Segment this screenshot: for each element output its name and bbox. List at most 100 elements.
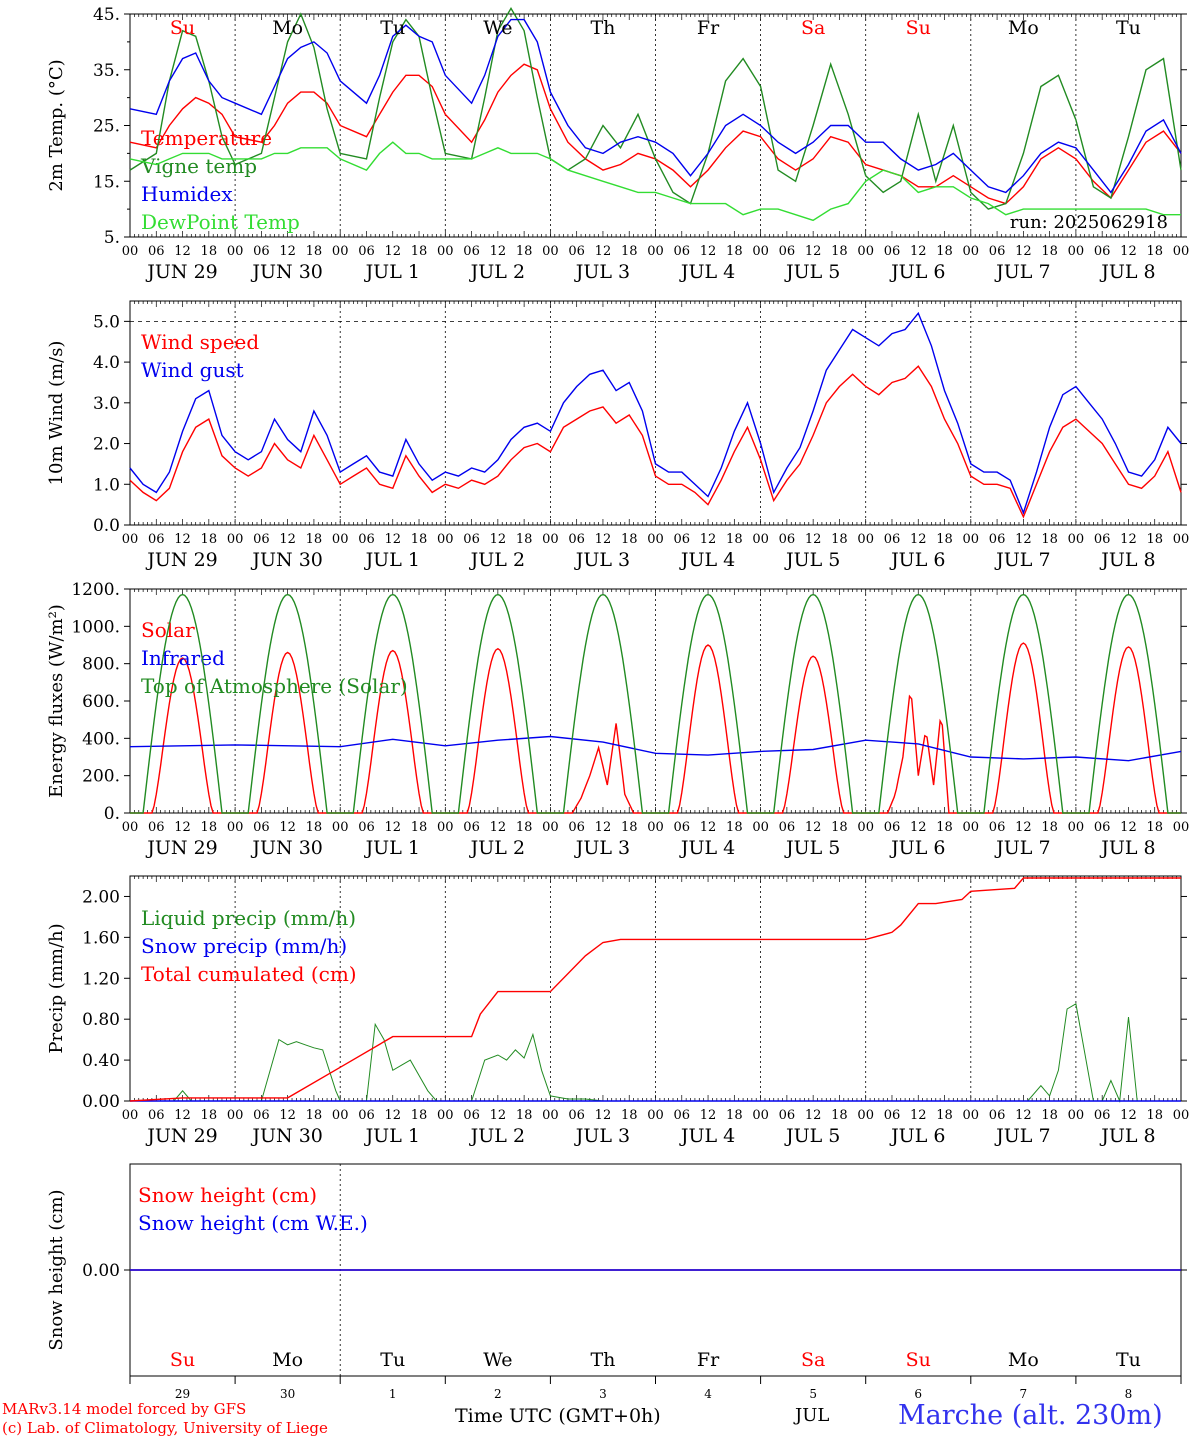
weekday-label: Fr [697,1349,720,1371]
date-label: JUL 7 [994,549,1050,571]
hour-tick-label: 18 [621,532,638,547]
hour-tick-label: 00 [227,820,244,835]
date-label: JUL 2 [469,1125,525,1147]
hour-tick-label: 00 [227,244,244,259]
hour-tick-label: 12 [805,532,822,547]
hour-tick-label: 12 [910,244,927,259]
hour-tick-label: 12 [595,1108,612,1123]
hour-tick-label: 00 [122,532,139,547]
y-tick-label: 4.0 [93,353,120,373]
hour-tick-label: 06 [1094,532,1111,547]
date-label: JUN 29 [145,1125,217,1147]
date-label: JUL 6 [889,549,945,571]
hour-tick-label: 06 [779,532,796,547]
hour-tick-label: 18 [306,1108,323,1123]
hour-tick-label: 18 [1041,532,1058,547]
hour-tick-label: 12 [490,532,507,547]
hour-tick-label: 06 [989,244,1006,259]
hour-tick-label: 18 [726,244,743,259]
hour-tick-label: 18 [411,244,428,259]
hour-tick-label: 06 [148,244,165,259]
hour-tick-label: 06 [884,244,901,259]
hour-tick-label: 06 [463,244,480,259]
date-label: JUL 5 [784,261,840,283]
hour-tick-label: 18 [1146,244,1163,259]
hour-tick-label: 00 [542,244,559,259]
hour-tick-label: 00 [963,244,980,259]
y-tick-label: 1.20 [82,969,120,989]
hour-tick-label: 06 [884,820,901,835]
hour-tick-label: 00 [857,244,874,259]
hour-tick-label: 00 [332,532,349,547]
date-label: JUL 4 [679,549,735,571]
hour-tick-label: 12 [1015,244,1032,259]
hour-tick-label: 12 [805,820,822,835]
hour-tick-label: 18 [621,1108,638,1123]
weekday-label: Mo [272,17,303,39]
hour-tick-label: 12 [1015,532,1032,547]
date-label: JUL 7 [994,261,1050,283]
date-label: JUL 7 [994,837,1050,859]
y-axis-label: 10m Wind (m/s) [46,341,67,486]
hour-tick-label: 12 [279,244,296,259]
hour-tick-label: 18 [831,1108,848,1123]
day-number: 4 [704,1387,712,1401]
date-label: JUL 3 [574,1125,630,1147]
hour-tick-label: 06 [568,532,585,547]
day-number: 5 [809,1387,817,1401]
hour-tick-label: 06 [253,820,270,835]
lab-credit: (c) Lab. of Climatology, University of L… [2,1419,328,1437]
hour-tick-label: 12 [174,244,191,259]
hour-tick-label: 06 [989,532,1006,547]
series-line-wind-speed [129,365,1182,519]
date-label: JUL 8 [1099,261,1155,283]
hour-tick-label: 00 [647,820,664,835]
y-tick-label: 15. [93,172,120,192]
hour-tick-label: 00 [437,244,454,259]
y-tick-label: 0.80 [82,1010,120,1030]
y-tick-label: 5.0 [93,312,120,332]
hour-tick-label: 00 [857,1108,874,1123]
date-label: JUN 29 [145,261,217,283]
y-tick-label: 0.0 [93,516,120,536]
weekday-label: Su [170,1349,195,1371]
date-label: JUL 3 [574,261,630,283]
hour-tick-label: 12 [595,244,612,259]
weekday-label: We [483,17,512,39]
series-line-wind-gust [129,311,1182,515]
station-name: Marche (alt. 230m) [898,1400,1163,1431]
y-tick-label: 600. [82,692,120,712]
legend-entry: Top of Atmosphere (Solar) [141,674,408,698]
weekday-label: Mo [1008,1349,1039,1371]
hour-tick-label: 12 [700,244,717,259]
hour-tick-label: 00 [647,1108,664,1123]
day-number: 1 [389,1387,397,1401]
hour-tick-label: 12 [279,1108,296,1123]
y-axis-label: Precip (mm/h) [46,923,67,1053]
hour-tick-label: 06 [779,820,796,835]
hour-tick-label: 12 [1120,1108,1137,1123]
hour-tick-label: 18 [516,244,533,259]
hour-tick-label: 12 [174,1108,191,1123]
hour-tick-label: 00 [752,820,769,835]
hour-tick-label: 00 [332,820,349,835]
hour-tick-label: 06 [674,1108,691,1123]
hour-tick-label: 00 [542,1108,559,1123]
weekday-label: Mo [272,1349,303,1371]
hour-tick-label: 00 [1068,1108,1085,1123]
weekday-label: Mo [1008,17,1039,39]
hour-tick-label: 12 [174,532,191,547]
hour-tick-label: 18 [201,1108,218,1123]
hour-tick-label: 18 [831,244,848,259]
date-label: JUL 2 [469,549,525,571]
legend-entry: Snow precip (mm/h) [141,934,347,958]
weekday-label: Su [906,17,931,39]
hour-tick-label: 00 [437,820,454,835]
hour-tick-label: 00 [963,532,980,547]
day-number: 30 [280,1387,295,1401]
hour-tick-label: 12 [700,532,717,547]
month-label: JUL [795,1405,830,1426]
hour-tick-label: 18 [1146,532,1163,547]
hour-tick-label: 18 [726,820,743,835]
hour-tick-label: 18 [726,532,743,547]
